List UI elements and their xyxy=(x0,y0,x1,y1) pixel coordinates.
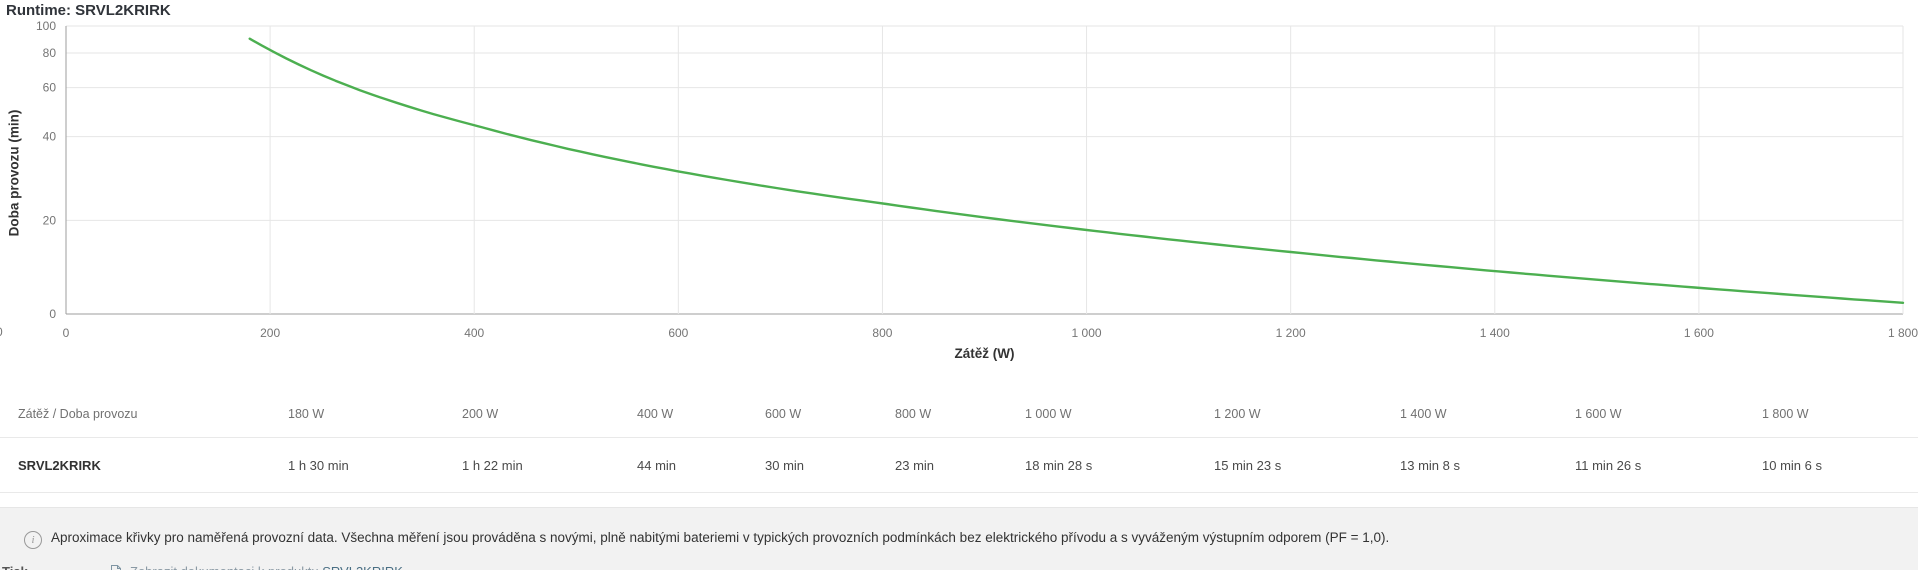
x-tick-label: 800 xyxy=(872,326,892,340)
table-runtime-value: 11 min 26 s xyxy=(1575,457,1642,473)
x-tick-label: 200 xyxy=(260,326,280,340)
y-tick-label: 0 xyxy=(49,307,56,321)
table-row-product-name: SRVL2KRIRK xyxy=(18,457,101,473)
clipped-left-text: Tisk xyxy=(2,564,28,570)
chart-title: Runtime: SRVL2KRIRK xyxy=(6,2,171,19)
table-header-load: 1 200 W xyxy=(1214,406,1261,421)
approximation-note: i Aproximace křivky pro naměřená provozn… xyxy=(24,530,1389,549)
approximation-note-text: Aproximace křivky pro naměřená provozní … xyxy=(51,530,1390,545)
runtime-chart: 0 20 40 60 80 100 0 200 400 600 800 1 000 1 200 1 400… xyxy=(0,19,1918,361)
table-runtime-value: 44 min xyxy=(637,457,677,473)
table-header-load: 1 000 W xyxy=(1025,406,1072,421)
runtime-curve[interactable] xyxy=(248,37,1905,304)
x-tick-label: 1 400 xyxy=(1480,326,1510,340)
documentation-link-row: Zobrazit dokumentaci k produktu SRVL2KRI… xyxy=(130,564,403,570)
document-icon xyxy=(111,565,121,570)
table-header-load: 800 W xyxy=(895,406,932,421)
runtime-table-header-row: Zátěž / Doba provozu 180 W 200 W 400 W 600 W… xyxy=(0,390,1918,438)
y-tick-label: 60 xyxy=(43,81,57,95)
y-tick-label: 20 xyxy=(43,213,57,227)
x-tick-label: 1 200 xyxy=(1276,326,1306,340)
table-runtime-value: 10 min 6 s xyxy=(1762,457,1822,473)
info-circle-icon: i xyxy=(24,531,42,549)
table-header-load: 600 W xyxy=(765,406,802,421)
table-header-load: 400 W xyxy=(637,406,674,421)
table-runtime-value: 13 min 8 s xyxy=(1400,457,1460,473)
runtime-table-data-row: SRVL2KRIRK 1 h 30 min 1 h 22 min 44 min 30 m… xyxy=(0,438,1918,493)
table-runtime-value: 23 min xyxy=(895,457,935,473)
y-tick-label: 100 xyxy=(36,19,56,33)
table-runtime-value: 30 min xyxy=(765,457,805,473)
product-link[interactable]: SRVL2KRIRK xyxy=(322,564,403,570)
footnote-band xyxy=(0,507,1918,570)
table-runtime-value: 1 h 22 min xyxy=(462,457,523,473)
x-tick-label: 400 xyxy=(464,326,484,340)
x-axis-title: Zátěž (W) xyxy=(954,346,1015,361)
table-header-load: 200 W xyxy=(462,406,499,421)
table-header-load: 1 800 W xyxy=(1762,406,1809,421)
x-tick-label: 1 800 xyxy=(1888,326,1918,340)
table-header-load: 1 600 W xyxy=(1575,406,1622,421)
x-tick-label: 600 xyxy=(668,326,688,340)
y-axis-title: Doba provozu (min) xyxy=(6,109,22,237)
table-header-load: 1 400 W xyxy=(1400,406,1447,421)
runtime-table: Zátěž / Doba provozu 180 W 200 W 400 W 600 W… xyxy=(0,390,1918,493)
documentation-text: Zobrazit dokumentaci k produktu xyxy=(130,564,322,570)
table-runtime-value: 18 min 28 s xyxy=(1025,457,1093,473)
x-tick-label: 0 xyxy=(63,326,70,340)
table-runtime-value: 1 h 30 min xyxy=(288,457,349,473)
table-header-label: Zátěž / Doba provozu xyxy=(18,406,138,421)
x-tick-label: 1 000 xyxy=(1072,326,1102,340)
table-runtime-value: 15 min 23 s xyxy=(1214,457,1282,473)
y-tick-label: 80 xyxy=(43,46,57,60)
y-tick-label: 40 xyxy=(43,130,57,144)
table-header-load: 180 W xyxy=(288,406,325,421)
clipped-neighbor-tick: 0 xyxy=(0,325,5,339)
x-tick-label: 1 600 xyxy=(1684,326,1714,340)
